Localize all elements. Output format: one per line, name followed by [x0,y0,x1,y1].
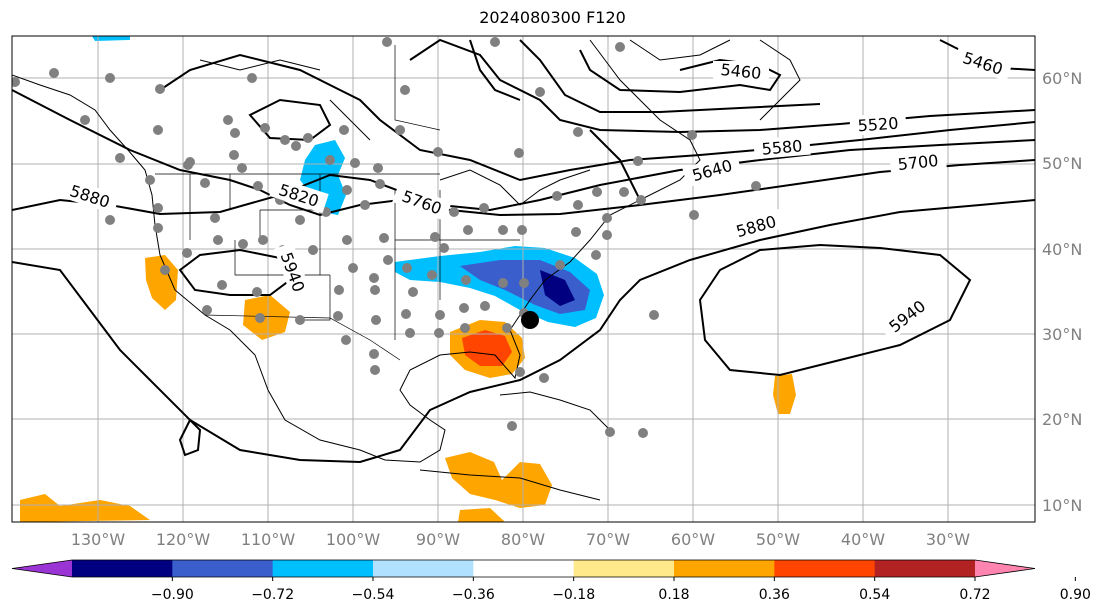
positive-anomaly-region [243,295,290,340]
colorbar-tick-label: 0.18 [658,587,689,603]
map-title: 2024080300 F120 [479,8,626,27]
contour-label: 5700 [897,151,939,174]
colorbar-bin [373,560,474,577]
lat-label: 20°N [1042,410,1082,429]
colorbar-tick-label: −0.72 [251,587,294,603]
colorbar-bin [874,560,976,577]
lon-label: 120°W [156,530,211,549]
colorbar-outline [11,559,1036,578]
lon-label: 30°W [926,530,970,549]
colorbar-tick-label: −0.90 [151,587,194,603]
lat-label: 60°N [1042,69,1082,88]
colorbar-extend-low [12,560,72,577]
lat-label: 30°N [1042,325,1082,344]
colorbar-tick-label: 0.90 [1060,587,1091,603]
colorbar-tick-label: 0.54 [859,587,890,603]
lon-label: 100°W [326,530,381,549]
colorbar-bin [774,560,876,577]
lon-label: 70°W [586,530,630,549]
contour-label: 5520 [857,114,899,136]
station-dots [12,37,761,438]
colorbar-bin [272,560,374,577]
lon-label: 130°W [71,530,126,549]
colorbar-tick-label: 0.72 [959,587,990,603]
lon-label: 110°W [241,530,296,549]
latitude-labels: 60°N 50°N 40°N 30°N 20°N 10°N [1042,69,1082,515]
lon-label: 50°W [756,530,800,549]
colorbar-bin [72,560,173,577]
colorbar-tick-label: −0.54 [352,587,395,603]
graticule [12,36,1035,522]
map-border [11,35,1036,523]
contour-label: 5460 [720,60,762,83]
colorbar-tick-label: −0.18 [552,587,595,603]
colorbar-bin [172,560,274,577]
colorbar-tick-label: 0.36 [759,587,790,603]
lat-label: 50°N [1042,154,1082,173]
contour-label: 5580 [761,136,803,158]
lon-label: 60°W [671,530,715,549]
lon-label: 80°W [501,530,545,549]
colorbar: −0.90 −0.72 −0.54 −0.36 −0.18 0.18 0.36 0.54 0.7… [11,559,1091,603]
lon-label: 90°W [416,530,460,549]
lat-label: 40°N [1042,240,1082,259]
colorbar-tick-label: −0.36 [452,587,495,603]
colorbar-extend-high [975,560,1035,577]
positive-anomaly-region [20,494,150,522]
colorbar-bin [674,560,775,577]
colorbar-bin [573,560,675,577]
longitude-labels: 130°W 120°W 110°W 100°W 90°W 80°W 70°W 6… [71,530,970,549]
lat-label: 10°N [1042,496,1082,515]
positive-anomaly-region [445,452,552,508]
positive-anomaly-region [773,374,796,414]
negative-anomaly-peak [540,270,575,306]
colorbar-bin [473,560,575,577]
lon-label: 40°W [841,530,885,549]
storm-center-marker [521,311,539,329]
contour-labels: 5460 5460 5520 5580 5640 5700 5760 5820 … [60,44,1013,342]
positive-anomaly-region [458,508,505,522]
positive-anomaly-core [462,330,512,366]
negative-anomaly-region [92,36,130,41]
